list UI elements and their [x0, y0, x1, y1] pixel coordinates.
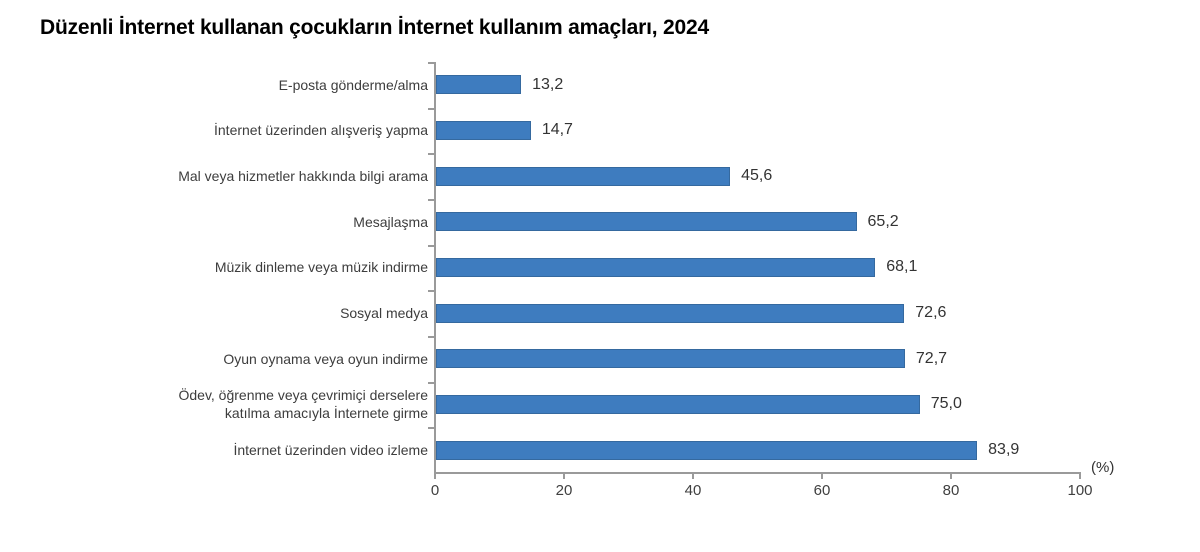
y-tick: [428, 199, 435, 201]
bar: [436, 349, 905, 369]
x-tick-label: 40: [684, 482, 702, 499]
value-label: 45,6: [741, 167, 773, 185]
x-tick-label: 0: [430, 482, 440, 499]
value-label: 65,2: [867, 212, 899, 230]
category-label: Sosyal medya: [340, 305, 428, 322]
value-label: 14,7: [541, 121, 573, 139]
x-tick: [692, 472, 694, 479]
bar: [436, 75, 522, 95]
bar: [436, 395, 920, 414]
x-tick: [1079, 472, 1081, 479]
y-axis-line: [434, 62, 436, 473]
bar: [436, 440, 978, 460]
chart-title: Düzenli İnternet kullanan çocukların İnt…: [40, 16, 709, 39]
category-label: İnternet üzerinden alışveriş yapma: [214, 122, 428, 139]
x-tick: [950, 472, 952, 479]
bar: [436, 303, 905, 323]
x-tick-label: 100: [1067, 482, 1093, 499]
y-tick: [428, 427, 435, 430]
bar: [436, 121, 531, 140]
value-label: 13,2: [532, 75, 564, 93]
y-tick: [428, 244, 435, 247]
category-label: Ödev, öğrenme veya çevrimiçi derselere k…: [178, 387, 428, 422]
value-label: 72,7: [915, 349, 948, 367]
y-tick: [428, 290, 435, 293]
x-axis-line: [434, 472, 1081, 474]
y-tick: [428, 336, 435, 338]
x-tick: [563, 472, 565, 479]
axis-unit-label: (%): [1091, 459, 1115, 476]
value-label: 83,9: [988, 441, 1020, 459]
bar: [436, 212, 857, 232]
y-tick: [428, 381, 435, 384]
category-label: Mesajlaşma: [353, 213, 428, 230]
x-tick: [821, 472, 823, 479]
category-label: İnternet üzerinden video izleme: [233, 442, 428, 459]
category-label: Müzik dinleme veya müzik indirme: [214, 259, 428, 276]
value-label: 75,0: [930, 395, 962, 413]
bar: [436, 166, 731, 186]
value-label: 68,1: [886, 258, 918, 276]
category-label: Oyun oynama veya oyun indirme: [223, 350, 428, 367]
y-tick: [428, 107, 435, 110]
y-tick: [428, 62, 435, 64]
bar: [436, 258, 876, 277]
category-label: Mal veya hizmetler hakkında bilgi arama: [178, 168, 428, 185]
x-tick-label: 20: [555, 482, 573, 499]
x-tick: [434, 472, 436, 479]
x-tick-label: 60: [813, 482, 831, 499]
category-label: E-posta gönderme/alma: [278, 76, 428, 93]
y-tick: [428, 153, 435, 156]
value-label: 72,6: [915, 304, 947, 322]
x-tick-label: 80: [942, 482, 960, 499]
